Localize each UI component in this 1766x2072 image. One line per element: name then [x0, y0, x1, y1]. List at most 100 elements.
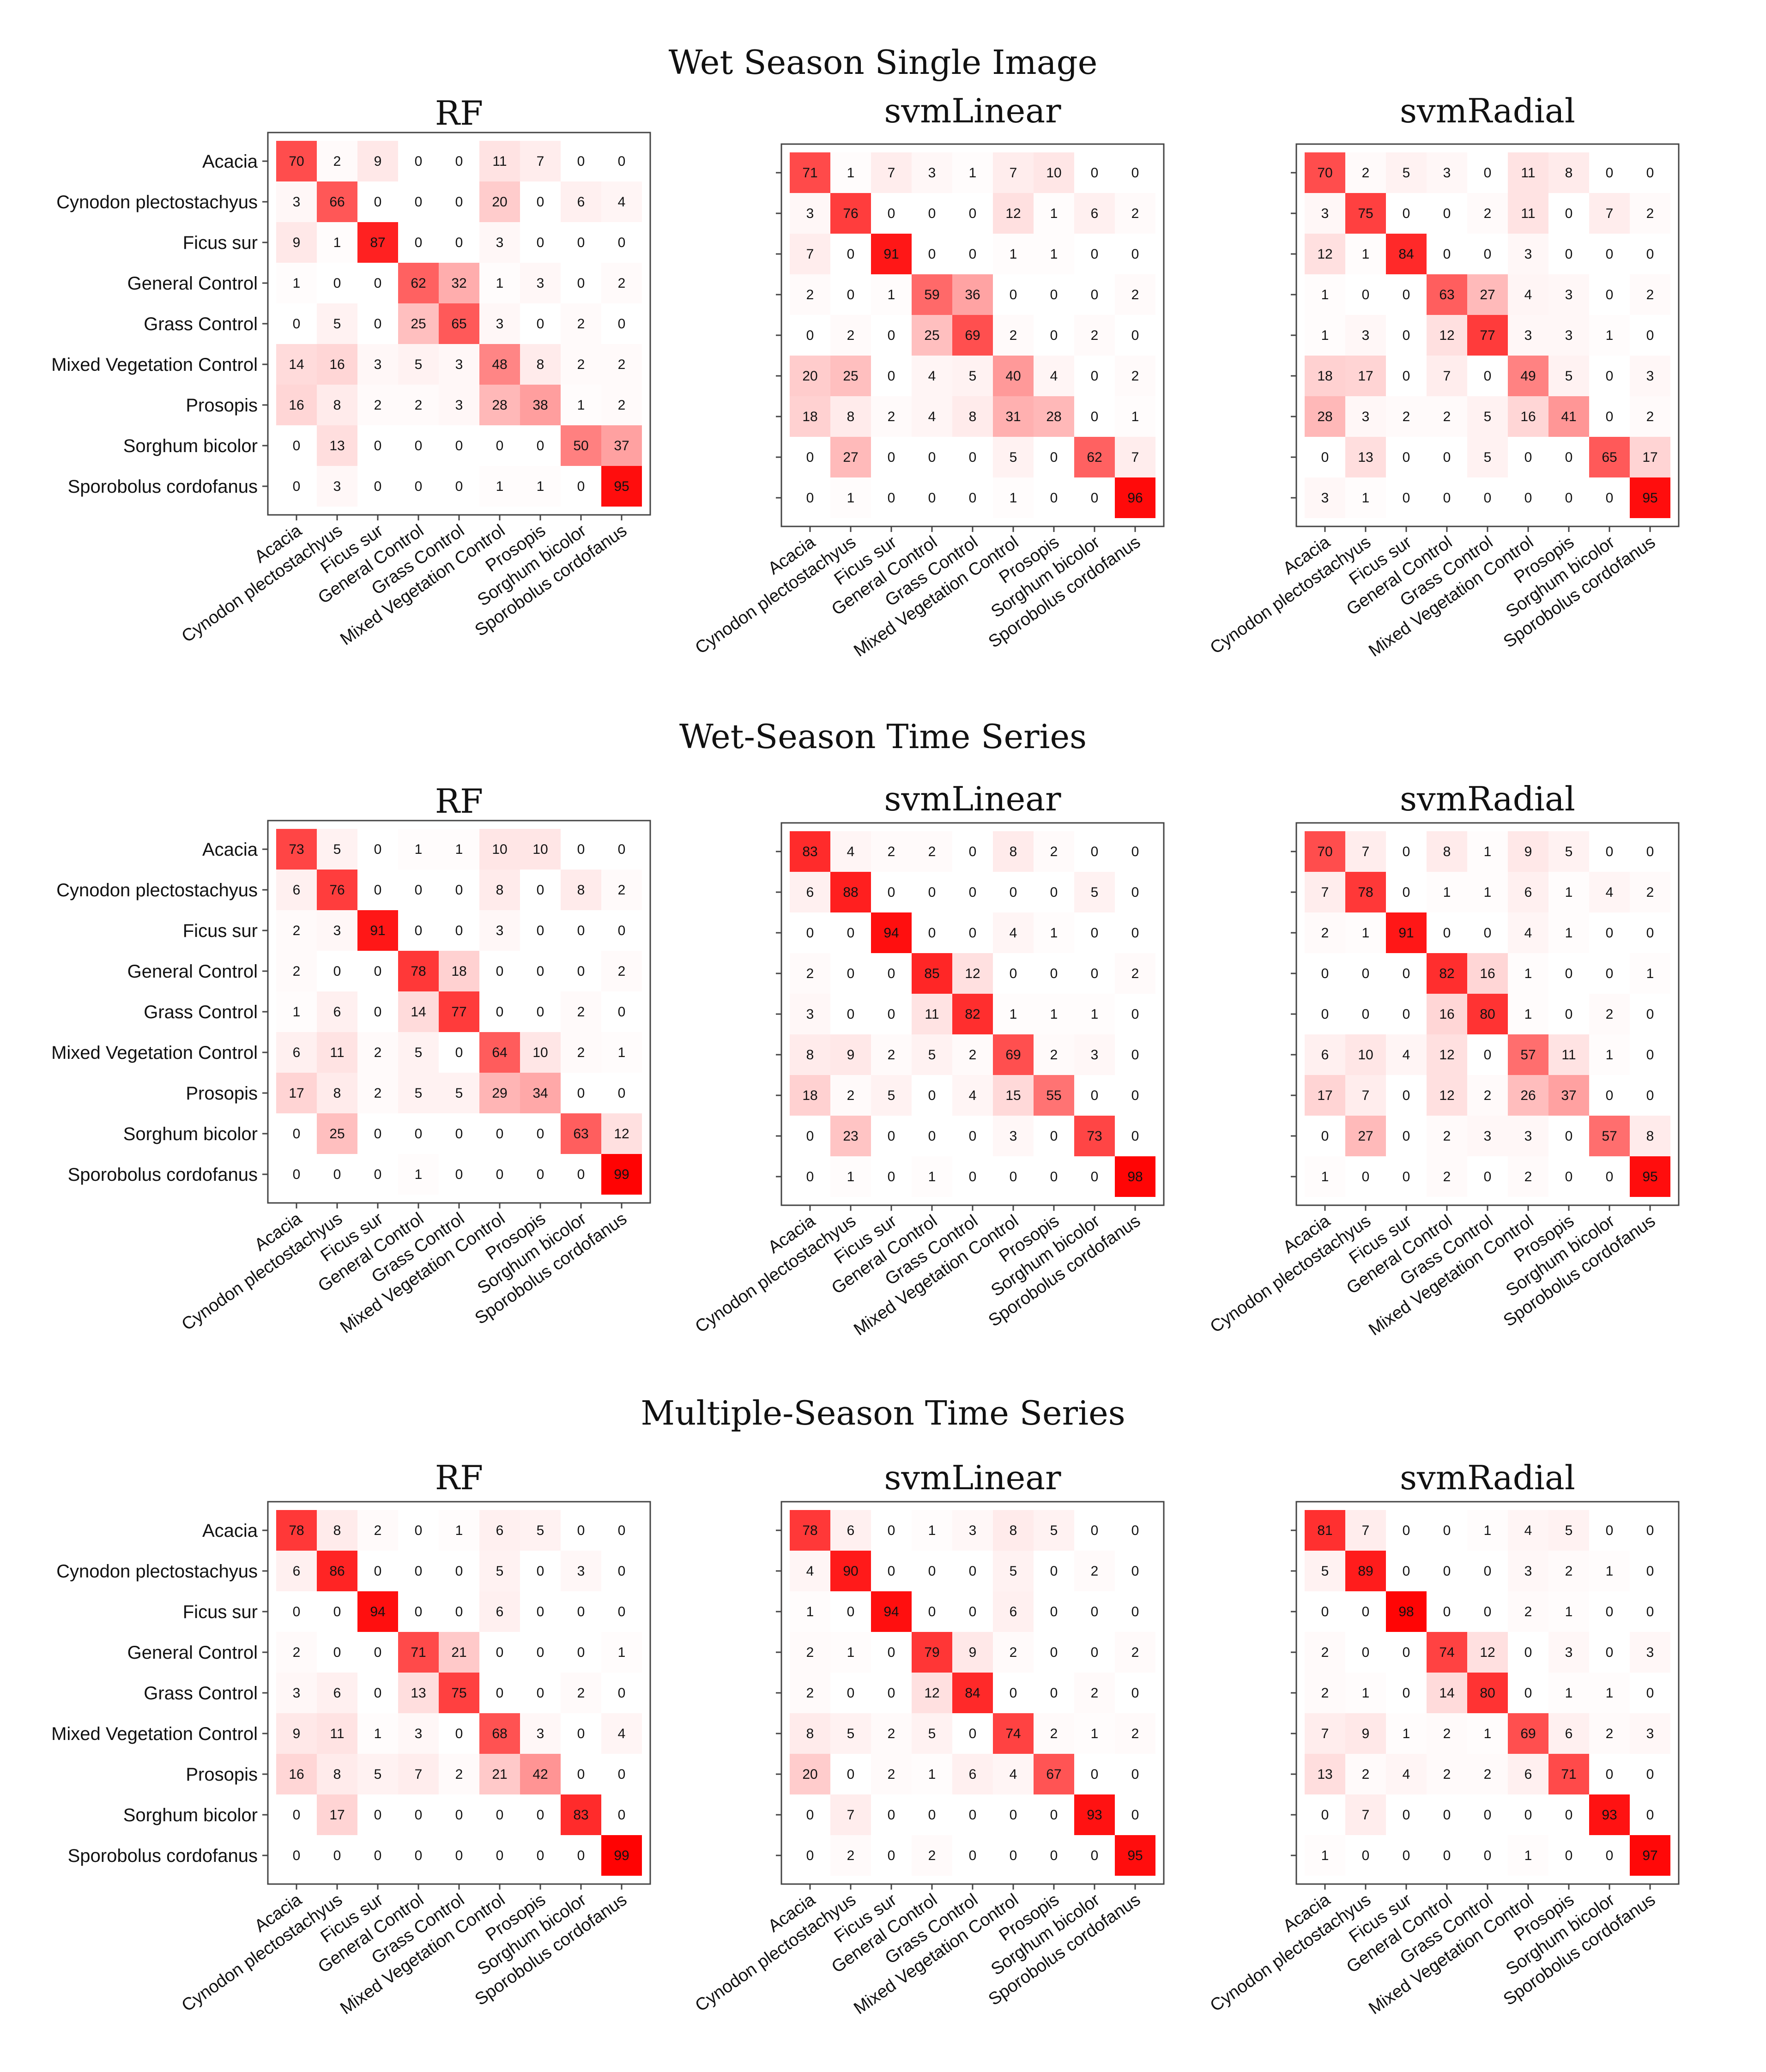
matrix-cell [1345, 1713, 1386, 1754]
cell-value: 0 [1050, 966, 1058, 981]
cell-value: 0 [888, 1848, 895, 1863]
cell-value: 69 [1520, 1726, 1536, 1741]
cell-value: 11 [1521, 165, 1535, 181]
matrix-cell [993, 1713, 1034, 1754]
cell-value: 0 [1443, 1564, 1451, 1579]
panel-title: svmRadial [1400, 779, 1575, 818]
matrix-cell [1074, 1510, 1115, 1551]
matrix-cell [1305, 1835, 1345, 1876]
cell-value: 0 [1131, 885, 1139, 900]
matrix-cell [601, 870, 642, 910]
matrix-cell [561, 181, 601, 222]
cell-value: 1 [1050, 1007, 1058, 1022]
cell-value: 4 [928, 368, 936, 384]
matrix-cell [1427, 1673, 1467, 1713]
cell-value: 65 [451, 316, 466, 332]
matrix-cell [561, 1032, 601, 1073]
cell-value: 0 [1443, 1807, 1451, 1823]
matrix-cell [317, 951, 357, 991]
matrix-cell [561, 344, 601, 385]
cell-value: 0 [415, 1807, 423, 1823]
matrix-cell [952, 1754, 993, 1794]
matrix-cell [276, 1754, 317, 1794]
cell-value: 0 [1091, 165, 1099, 181]
cell-value: 2 [1050, 844, 1058, 859]
cell-value: 18 [451, 964, 466, 979]
cell-value: 2 [1646, 885, 1654, 900]
cell-value: 0 [293, 479, 301, 494]
cell-value: 0 [1362, 287, 1370, 302]
matrix-cell [1305, 437, 1345, 477]
matrix-cell [1427, 831, 1467, 872]
matrix-cell [952, 274, 993, 315]
cell-value: 0 [455, 923, 463, 938]
cell-value: 0 [577, 1726, 585, 1741]
matrix-cell [601, 181, 642, 222]
matrix-cell [993, 1673, 1034, 1713]
x-tick-label: Cynodon plectostachyus [178, 1209, 346, 1335]
cell-value: 1 [847, 490, 855, 506]
matrix-cell [317, 141, 357, 181]
cell-value: 69 [1005, 1047, 1021, 1063]
cell-value: 1 [1362, 925, 1370, 941]
cell-value: 9 [969, 1645, 977, 1660]
matrix-cell [398, 829, 439, 870]
matrix-cell [1508, 477, 1548, 518]
cell-value: 21 [492, 1767, 507, 1782]
matrix-cell [1115, 1794, 1155, 1835]
cell-value: 0 [1646, 925, 1654, 941]
cell-value: 0 [455, 235, 463, 250]
matrix-cell [871, 152, 912, 193]
matrix-cell [561, 385, 601, 425]
matrix-cell [357, 910, 398, 951]
matrix-cell [398, 1510, 439, 1551]
cell-value: 0 [455, 1167, 463, 1182]
cell-value: 0 [1131, 1767, 1139, 1782]
cell-value: 17 [329, 1807, 345, 1823]
cell-value: 2 [618, 882, 626, 898]
cell-value: 0 [1091, 1645, 1099, 1660]
cell-value: 1 [1050, 925, 1058, 941]
matrix-cell [1034, 1591, 1074, 1632]
cell-value: 0 [496, 1807, 504, 1823]
matrix-cell [1034, 994, 1074, 1034]
cell-value: 7 [806, 247, 814, 262]
cell-value: 2 [1362, 1767, 1370, 1782]
y-tick-label: Mixed Vegetation Control [51, 1724, 258, 1744]
matrix-cell [830, 152, 871, 193]
matrix-cell [790, 831, 830, 872]
cell-value: 0 [1606, 966, 1614, 981]
matrix-cell [1305, 1551, 1345, 1591]
y-tick-label: Acacia [202, 151, 258, 172]
y-tick-label: Prosopis [186, 1764, 258, 1785]
matrix-cell [276, 263, 317, 303]
cell-value: 7 [1010, 165, 1017, 181]
cell-value: 4 [928, 409, 936, 424]
cell-value: 80 [1480, 1007, 1495, 1022]
cell-value: 36 [965, 287, 980, 302]
matrix-cell [479, 1510, 520, 1551]
matrix-cell [561, 222, 601, 263]
cell-value: 2 [1443, 1169, 1451, 1184]
cell-value: 0 [293, 1167, 301, 1182]
matrix-cell [1548, 1632, 1589, 1673]
matrix-cell [1115, 1551, 1155, 1591]
cell-value: 1 [1321, 287, 1329, 302]
matrix-cell [1467, 1591, 1508, 1632]
cell-value: 5 [374, 1767, 382, 1782]
matrix-cell [1115, 1754, 1155, 1794]
cell-value: 3 [1362, 409, 1370, 424]
y-tick-label: Grass Control [144, 314, 258, 334]
cell-value: 0 [1050, 1685, 1058, 1701]
matrix-cell [601, 1713, 642, 1754]
matrix-cell [912, 1116, 952, 1156]
matrix-cell [276, 1073, 317, 1113]
cell-value: 1 [333, 235, 341, 250]
cell-value: 0 [969, 206, 977, 221]
y-tick-label: Sorghum bicolor [123, 436, 258, 456]
matrix-cell [1345, 193, 1386, 234]
cell-value: 0 [1091, 490, 1099, 506]
matrix-cell [830, 831, 871, 872]
cell-value: 0 [293, 1604, 301, 1619]
